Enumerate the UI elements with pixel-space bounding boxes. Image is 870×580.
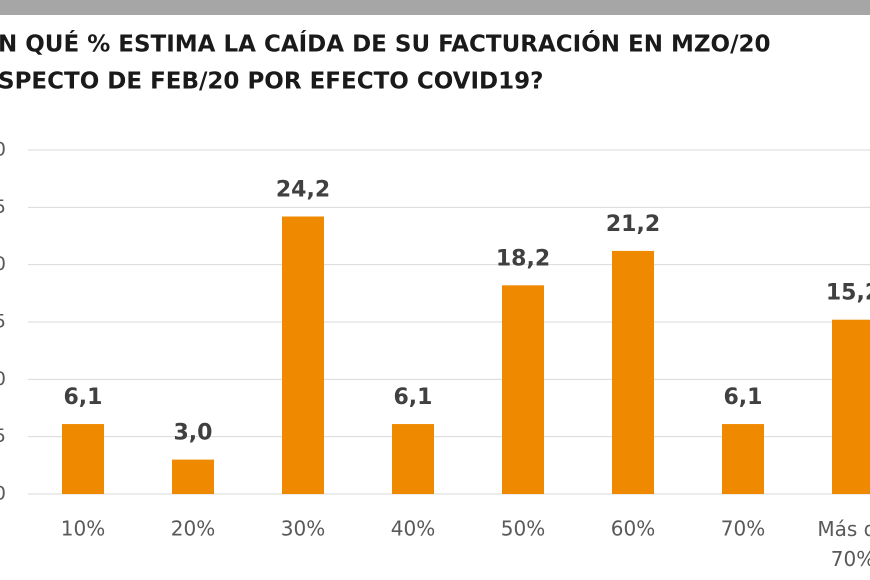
bar — [282, 216, 324, 495]
bar — [612, 250, 654, 494]
x-tick-label: 70% — [721, 517, 765, 541]
data-label: 18,2 — [496, 246, 550, 271]
y-tick-label: 20 — [0, 253, 6, 275]
data-label: 15,2 — [826, 281, 870, 306]
data-label: 21,2 — [606, 212, 660, 237]
bar — [832, 319, 870, 494]
data-label: 3,0 — [174, 421, 213, 446]
y-tick-label: 10 — [0, 368, 6, 390]
x-tick-label-line: Más de — [817, 517, 870, 541]
x-tick-label: 60% — [611, 517, 655, 541]
y-tick-label: 0 — [0, 483, 6, 505]
chart-title: SPECTO DE FEB/20 POR EFECTO COVID19? — [0, 69, 543, 95]
y-tick-label: 25 — [0, 196, 6, 218]
x-tick-label-line: 70% — [831, 547, 870, 571]
y-tick-label: 5 — [0, 425, 6, 447]
data-label: 6,1 — [394, 385, 433, 410]
x-tick-label: 50% — [501, 517, 545, 541]
y-tick-label: 15 — [0, 311, 6, 333]
bar — [172, 459, 214, 494]
top-bar — [0, 0, 870, 15]
data-label: 24,2 — [276, 178, 330, 203]
bar — [502, 285, 544, 494]
x-tick-label: 30% — [281, 517, 325, 541]
chart-title: N QUÉ % ESTIMA LA CAÍDA DE SU FACTURACIÓ… — [0, 30, 771, 58]
x-tick-label: 20% — [171, 517, 215, 541]
x-tick-label: 40% — [391, 517, 435, 541]
x-tick-label: 10% — [61, 517, 105, 541]
bar — [722, 424, 764, 494]
bar — [392, 424, 434, 494]
data-label: 6,1 — [64, 385, 103, 410]
y-tick-label: 30 — [0, 139, 6, 161]
bar — [62, 424, 104, 494]
x-tick-label: Más de 70% — [817, 517, 870, 571]
data-label: 6,1 — [724, 385, 763, 410]
